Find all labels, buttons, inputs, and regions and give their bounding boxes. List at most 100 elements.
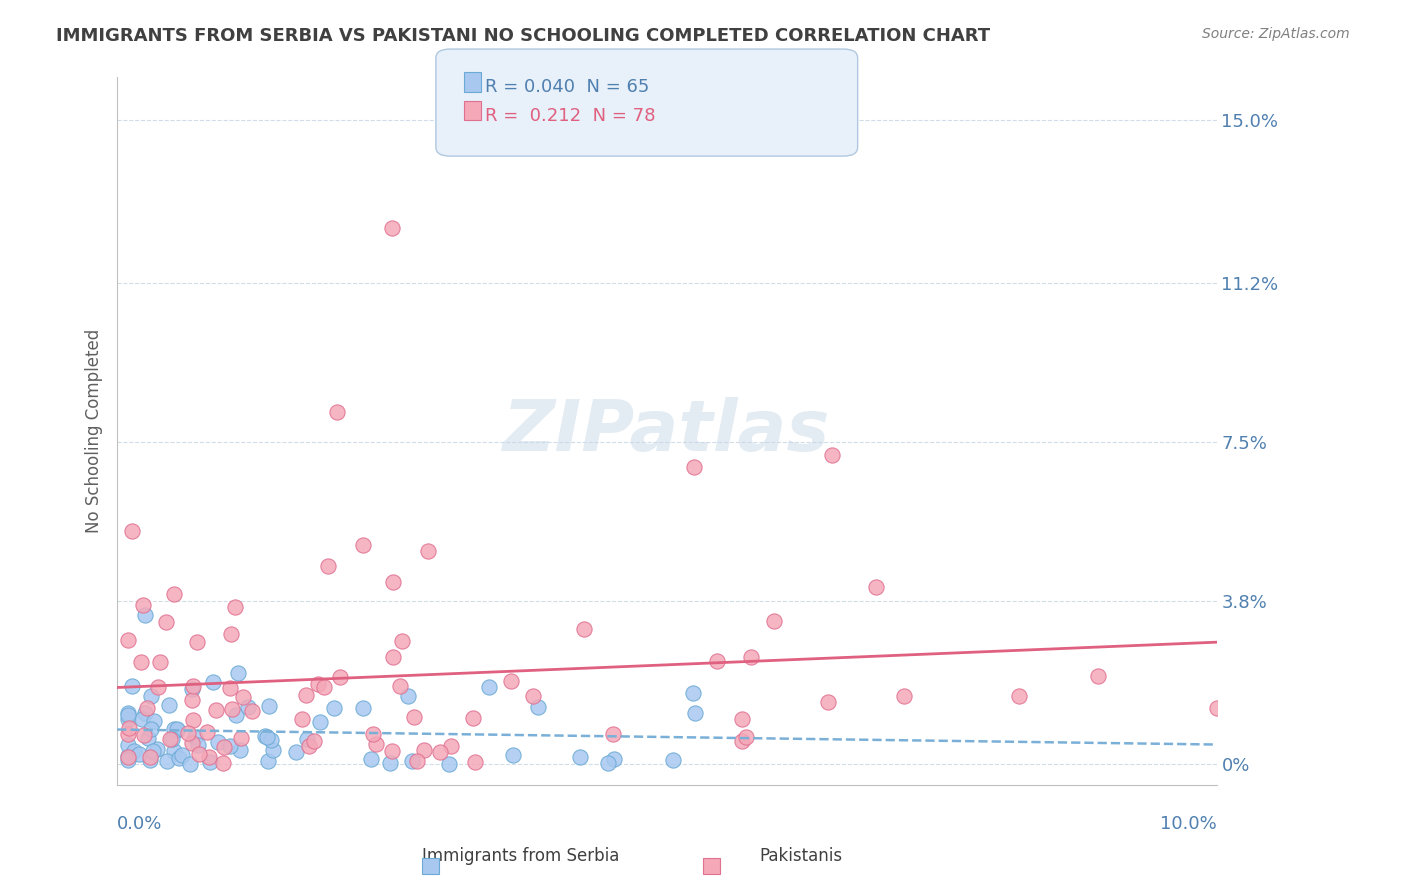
Point xyxy=(160,732,183,747)
Point xyxy=(181,679,204,693)
Point xyxy=(117,749,139,764)
Point xyxy=(117,721,139,735)
Point xyxy=(163,744,186,758)
Point xyxy=(157,698,180,713)
Point xyxy=(706,654,728,668)
Point xyxy=(762,614,785,628)
Point xyxy=(117,708,139,723)
Point xyxy=(262,743,284,757)
Point xyxy=(122,744,145,758)
Point xyxy=(683,706,706,721)
Point xyxy=(117,753,139,767)
Point xyxy=(522,690,544,704)
Point xyxy=(364,737,387,751)
Point xyxy=(326,405,349,419)
Point xyxy=(146,680,169,694)
Text: ZIPatlas: ZIPatlas xyxy=(503,397,831,466)
Point xyxy=(117,750,139,764)
Point xyxy=(163,587,186,601)
Point xyxy=(396,689,419,703)
Point xyxy=(352,538,374,552)
Point xyxy=(429,745,451,759)
Point xyxy=(219,739,242,753)
Point xyxy=(240,705,263,719)
Text: Pakistanis: Pakistanis xyxy=(759,847,844,865)
Point xyxy=(502,747,524,762)
Point xyxy=(132,599,155,613)
Text: R = 0.040  N = 65: R = 0.040 N = 65 xyxy=(485,78,650,96)
Point xyxy=(309,714,332,729)
Point xyxy=(214,740,236,755)
Point xyxy=(378,756,401,770)
Text: R =  0.212  N = 78: R = 0.212 N = 78 xyxy=(485,107,655,125)
Point xyxy=(188,747,211,761)
Point xyxy=(405,755,427,769)
Point xyxy=(117,706,139,721)
Point xyxy=(195,724,218,739)
Point xyxy=(477,680,499,694)
Point xyxy=(316,558,339,573)
Point xyxy=(464,756,486,770)
Point xyxy=(187,738,209,752)
Point xyxy=(574,622,596,636)
Point xyxy=(602,727,624,741)
Point xyxy=(381,744,404,758)
Point xyxy=(139,689,162,703)
Point xyxy=(135,701,157,715)
Point xyxy=(142,744,165,758)
Text: IMMIGRANTS FROM SERBIA VS PAKISTANI NO SCHOOLING COMPLETED CORRELATION CHART: IMMIGRANTS FROM SERBIA VS PAKISTANI NO S… xyxy=(56,27,990,45)
Text: Source: ZipAtlas.com: Source: ZipAtlas.com xyxy=(1202,27,1350,41)
Point xyxy=(225,707,247,722)
Point xyxy=(224,599,246,614)
Point xyxy=(260,733,283,747)
Point xyxy=(388,679,411,693)
Point xyxy=(323,701,346,715)
Text: 0.0%: 0.0% xyxy=(117,815,163,833)
Point xyxy=(352,701,374,715)
Point xyxy=(821,448,844,462)
Point xyxy=(602,751,624,765)
Point xyxy=(229,743,252,757)
Point xyxy=(295,688,318,702)
Point xyxy=(256,754,278,768)
Point xyxy=(166,722,188,736)
Point xyxy=(412,743,434,757)
Point xyxy=(817,695,839,709)
Point xyxy=(117,712,139,726)
Point xyxy=(329,670,352,684)
Point xyxy=(207,735,229,749)
Point xyxy=(179,756,201,771)
Point xyxy=(391,634,413,648)
Point xyxy=(893,689,915,703)
Point xyxy=(139,753,162,767)
Point xyxy=(731,712,754,726)
Point xyxy=(382,575,405,590)
Point xyxy=(437,756,460,771)
Point xyxy=(1008,690,1031,704)
Point xyxy=(181,681,204,696)
Point xyxy=(735,731,758,745)
Point xyxy=(159,732,181,747)
Point xyxy=(226,665,249,680)
Point xyxy=(297,732,319,747)
Point xyxy=(360,752,382,766)
Point xyxy=(155,615,177,629)
Point xyxy=(568,749,591,764)
Point xyxy=(418,543,440,558)
Point xyxy=(145,741,167,756)
Point xyxy=(183,730,205,744)
Point xyxy=(201,675,224,690)
Point xyxy=(304,734,326,748)
Point xyxy=(167,751,190,765)
Point xyxy=(131,712,153,726)
Point xyxy=(131,655,153,669)
Point xyxy=(181,692,204,706)
Point xyxy=(177,725,200,739)
Point xyxy=(501,674,523,689)
Point xyxy=(1087,668,1109,682)
Point xyxy=(662,753,685,767)
Text: Immigrants from Serbia: Immigrants from Serbia xyxy=(422,847,619,865)
Point xyxy=(683,460,706,475)
Point xyxy=(198,750,221,764)
Point xyxy=(117,633,139,648)
